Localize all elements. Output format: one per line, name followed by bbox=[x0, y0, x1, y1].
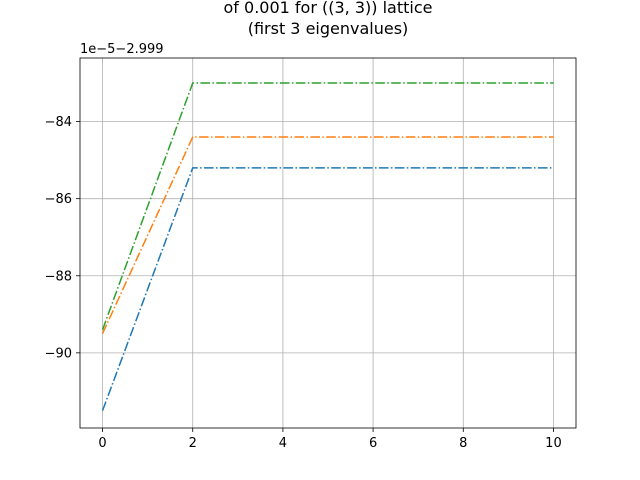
series-line-1 bbox=[101, 167, 554, 411]
y-tick-label: −86 bbox=[45, 192, 72, 207]
y-axis-offset-label: 1e−5−2.999 bbox=[80, 42, 164, 57]
chart-title-line-1: of 0.001 for ((3, 3)) lattice bbox=[224, 0, 433, 17]
x-tick-label: 2 bbox=[189, 436, 197, 451]
plot-frame bbox=[79, 57, 577, 429]
x-tick-label: 6 bbox=[369, 436, 377, 451]
chart-title: of 0.001 for ((3, 3)) lattice (first 3 e… bbox=[224, 0, 433, 38]
x-tick-label: 8 bbox=[459, 436, 467, 451]
plot-series bbox=[101, 82, 554, 411]
chart-title-line-2: (first 3 eigenvalues) bbox=[248, 19, 409, 38]
x-tick-label: 10 bbox=[545, 436, 562, 451]
x-axis-ticks: 0 2 4 6 8 10 bbox=[98, 428, 562, 451]
series-line-3 bbox=[101, 82, 554, 330]
plot-axes bbox=[79, 57, 577, 429]
y-tick-label: −84 bbox=[45, 115, 72, 130]
y-axis-ticks: −90 −88 −86 −84 bbox=[45, 115, 80, 361]
series-line-2 bbox=[101, 136, 554, 334]
x-tick-label: 4 bbox=[279, 436, 287, 451]
y-tick-label: −88 bbox=[45, 269, 72, 284]
y-tick-label: −90 bbox=[45, 346, 72, 361]
grid-lines bbox=[80, 58, 576, 428]
x-tick-label: 0 bbox=[98, 436, 106, 451]
